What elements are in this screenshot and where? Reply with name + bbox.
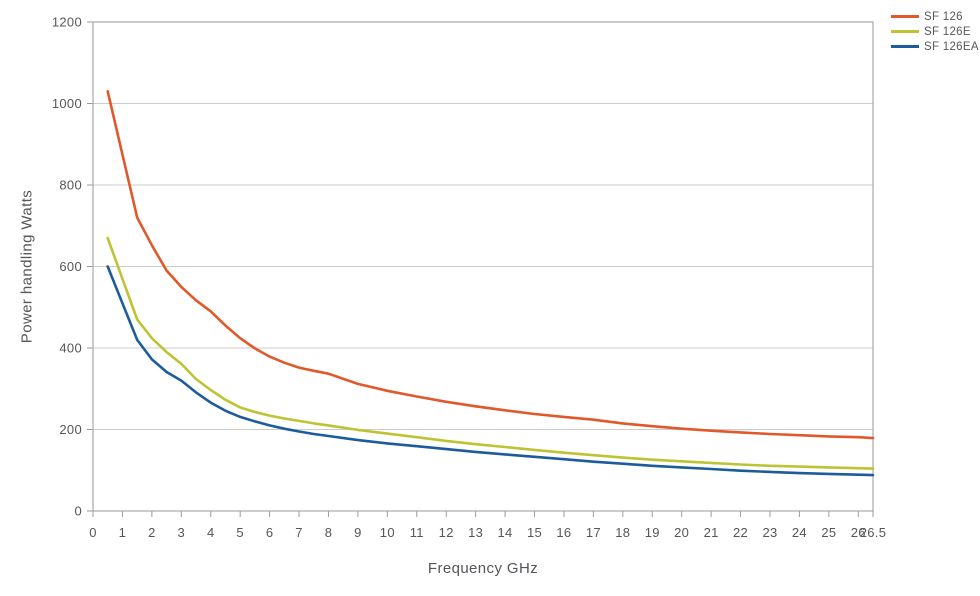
x-tick-label: 15: [527, 525, 542, 540]
x-tick-label: 17: [586, 525, 601, 540]
x-tick-label: 2: [148, 525, 156, 540]
x-tick-label: 24: [792, 525, 807, 540]
legend-line-swatch-icon: [891, 15, 919, 18]
x-tick-label: 25: [821, 525, 836, 540]
series-line-sf-126e: [106, 236, 875, 470]
x-tick-label: 8: [325, 525, 333, 540]
x-tick-label: 20: [674, 525, 689, 540]
y-tick-label: 800: [59, 178, 82, 193]
legend-line-swatch-icon: [891, 45, 919, 48]
y-tick-label: 0: [74, 504, 82, 519]
x-tick-label: 3: [178, 525, 186, 540]
x-tick-label: 4: [207, 525, 215, 540]
series-line-sf-126: [106, 90, 875, 440]
plot-border: [92, 21, 874, 512]
x-tick-label: 6: [266, 525, 274, 540]
x-tick-label: 18: [615, 525, 630, 540]
y-axis-title: Power handling Watts: [18, 189, 36, 344]
y-tick-label: 600: [59, 259, 82, 274]
x-tick-label: 16: [556, 525, 571, 540]
legend-label: SF 126E: [924, 25, 971, 38]
x-tick-label: 1: [119, 525, 127, 540]
x-tick-label: 12: [439, 525, 454, 540]
x-tick-label: 19: [645, 525, 660, 540]
x-tick-label: 13: [468, 525, 483, 540]
x-tick-label: 21: [704, 525, 719, 540]
legend-item-sf-126: SF 126: [891, 10, 979, 23]
x-tick-label: 7: [295, 525, 303, 540]
y-tick-label: 200: [59, 422, 82, 437]
y-tick-label: 400: [59, 341, 82, 356]
y-tick-label: 1000: [52, 96, 82, 111]
legend-item-sf-126ea: SF 126EA: [891, 40, 979, 53]
x-tick-label: 11: [410, 525, 424, 540]
x-tick-label: 14: [498, 525, 513, 540]
x-tick-label: 22: [733, 525, 748, 540]
x-tick-label: 5: [236, 525, 244, 540]
legend-item-sf-126e: SF 126E: [891, 25, 979, 38]
series-line-sf-126ea: [106, 265, 875, 477]
x-tick-label: 26.5: [860, 525, 887, 540]
legend: SF 126 SF 126E SF 126EA: [891, 10, 979, 53]
x-tick-label: 10: [380, 525, 395, 540]
x-tick-label: 23: [762, 525, 777, 540]
x-axis-title: Frequency GHz: [427, 560, 539, 577]
legend-label: SF 126: [924, 10, 963, 23]
x-tick-label: 9: [354, 525, 362, 540]
x-tick-label: 0: [89, 525, 97, 540]
legend-line-swatch-icon: [891, 30, 919, 33]
legend-label: SF 126EA: [924, 40, 979, 53]
x-tick-label: 26: [851, 525, 866, 540]
y-tick-label: 1200: [52, 15, 82, 30]
